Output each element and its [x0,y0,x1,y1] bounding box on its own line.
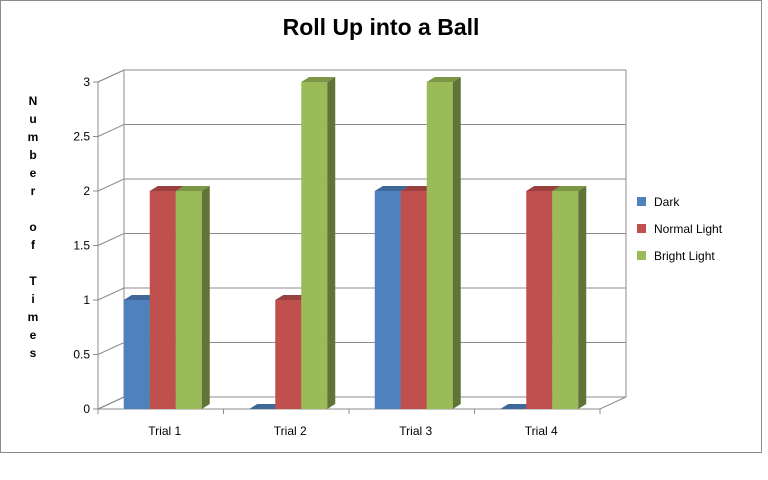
bar-front [123,300,150,409]
bar-dark-trial-2 [249,404,284,409]
bar-top [149,186,184,191]
x-tick-label: Trial 2 [274,424,307,438]
bar-top [175,186,210,191]
x-tick-labels: Trial 1 Trial 2 Trial 3 Trial 4 [97,409,601,438]
bar-front [400,191,427,409]
y-tick-label: 1 [83,293,90,307]
x-tick-label: Trial 3 [399,424,432,438]
bar-bright-light-trial-4 [552,186,587,409]
x-tick-label: Trial 1 [148,424,181,438]
bar-bright-light-trial-3 [426,77,461,409]
bar-front [426,82,453,409]
bar-top [552,186,587,191]
bar-top [374,186,409,191]
bar-front [275,300,302,409]
bar-front [526,191,553,409]
bar-front [301,82,328,409]
bar-top [526,186,561,191]
bar-dark-trial-4 [500,404,535,409]
y-tick-label: 0 [83,402,90,416]
x-tick-label: Trial 4 [525,424,558,438]
bar-side [201,186,210,409]
bar-side [578,186,587,409]
gridline [97,69,626,83]
bar-front [374,191,401,409]
bar-top [426,77,461,82]
chart-title: Roll Up into a Ball [282,14,480,40]
bar-top [400,186,435,191]
bar-front [175,191,202,409]
y-tick-label: 2.5 [73,130,90,144]
bar-bright-light-trial-1 [175,186,210,409]
legend-label: Bright Light [654,248,715,263]
bar-top [123,295,158,300]
legend-label: Dark [654,194,680,209]
y-tick-label: 1.5 [73,239,90,253]
legend-item: Normal Light [637,215,757,242]
bar-bright-light-trial-2 [301,77,336,409]
y-tick-label: 2 [83,184,90,198]
bars [123,77,587,409]
bar-top [249,404,284,409]
bar-top [275,295,310,300]
bar-front [552,191,579,409]
legend-item: Dark [637,188,757,215]
legend-swatch [637,197,646,206]
bar-top [500,404,535,409]
legend: Dark Normal Light Bright Light [637,188,757,269]
y-axis-label: N u m b e r o f T i m e s [27,94,39,360]
y-tick-labels: 0 0.5 1 1.5 2 2.5 3 [73,75,90,416]
bar-top [301,77,336,82]
bar-side [327,77,336,409]
legend-label: Normal Light [654,221,723,236]
bar-side [452,77,461,409]
y-tick-label: 0.5 [73,348,90,362]
bar-front [149,191,176,409]
legend-item: Bright Light [637,242,757,269]
legend-swatch [637,251,646,260]
y-tick-label: 3 [83,75,90,89]
legend-swatch [637,224,646,233]
